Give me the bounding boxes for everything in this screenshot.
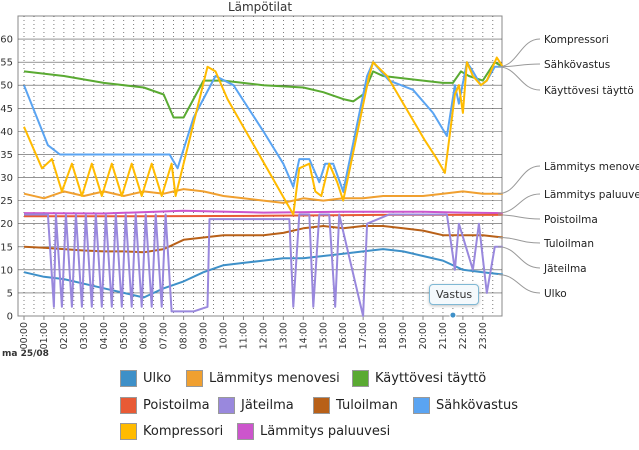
x-tick-label: 03:00 — [79, 322, 90, 349]
x-tick-label: 22:00 — [458, 322, 469, 349]
x-tick-label: 10:00 — [219, 322, 230, 349]
x-tick-label: 15:00 — [318, 322, 329, 349]
legend-swatch — [120, 423, 137, 440]
y-tick-label: 25 — [0, 196, 13, 207]
chart-axes: 0 5 10 15 20 25 30 35 40 45 50 55 60 00:00 01:00 02:00 0… — [0, 35, 489, 350]
series-end-label: Ulko — [544, 288, 567, 300]
legend-label: Ulko — [143, 371, 172, 386]
label-leader-line — [497, 193, 541, 214]
legend-swatch — [352, 370, 369, 387]
label-leader-line — [497, 63, 541, 68]
y-tick-label: 35 — [0, 150, 13, 161]
x-tick-label: 09:00 — [199, 322, 210, 349]
temperature-chart: Lämpötilat 0 5 10 15 20 25 30 35 40 45 50 55 60 00:00… — [0, 0, 639, 359]
series-end-label: Sähkövastus — [544, 59, 610, 71]
x-tick-label: 21:00 — [438, 322, 449, 349]
x-tick-label: 05:00 — [119, 322, 130, 349]
legend-item[interactable]: Kompressori — [120, 423, 223, 440]
y-tick-label: 20 — [0, 219, 13, 230]
series-end-label: Käyttövesi täyttö — [544, 85, 634, 97]
legend-label: Lämmitys paluuvesi — [260, 424, 391, 439]
label-leader-line — [497, 274, 541, 294]
chart-series — [23, 56, 504, 319]
y-tick-label: 40 — [0, 127, 13, 138]
x-tick-label: 07:00 — [159, 322, 170, 349]
y-tick-label: 10 — [0, 265, 13, 276]
series-line-jäteilma — [24, 213, 503, 317]
label-leader-line — [497, 214, 541, 220]
series-line-lämmitys-paluuvesi — [23, 209, 503, 215]
series-end-label: Lämmitys menovesi — [544, 161, 639, 173]
x-tick-label: 23:00 — [478, 322, 489, 349]
y-tick-label: 45 — [0, 104, 13, 115]
legend-item[interactable]: Lämmitys menovesi — [186, 370, 340, 387]
series-line-ulko — [23, 248, 503, 299]
legend-item[interactable]: Sähkövastus — [413, 397, 518, 414]
legend-label: Poistoilma — [143, 398, 210, 413]
legend-item[interactable]: Poistoilma — [120, 397, 210, 414]
label-leader-line — [497, 38, 541, 68]
y-tick-label: 15 — [0, 242, 13, 253]
x-tick-label: 00:00 — [19, 322, 30, 349]
legend-swatch — [413, 397, 430, 414]
legend-swatch — [120, 370, 137, 387]
legend-swatch — [237, 423, 254, 440]
series-line-kompressori — [23, 56, 504, 216]
legend-item[interactable]: Ulko — [120, 370, 171, 387]
legend-swatch — [313, 397, 330, 414]
y-tick-label: 30 — [0, 173, 13, 184]
series-end-label: Lämmitys paluuvesi — [544, 189, 639, 201]
legend-label: Sähkövastus — [436, 398, 519, 413]
x-tick-label: 19:00 — [398, 322, 409, 349]
date-label: ma 25/08 — [2, 349, 49, 359]
x-tick-label: 01:00 — [39, 322, 50, 349]
legend-swatch — [218, 397, 235, 414]
legend-swatch — [120, 397, 137, 414]
y-tick-label: 50 — [0, 81, 13, 92]
x-tick-label: 04:00 — [99, 322, 110, 349]
legend-item[interactable]: Jäteilma — [218, 397, 294, 414]
x-tick-label: 06:00 — [139, 322, 150, 349]
y-tick-label: 60 — [0, 35, 13, 46]
x-tick-label: 17:00 — [358, 322, 369, 349]
label-leader-line — [497, 246, 541, 269]
legend-label: Kompressori — [143, 424, 224, 439]
series-right-labels: Kompressori Sähkövastus Käyttövesi täyttö L… — [497, 34, 639, 300]
series-tooltip: Vastus — [429, 284, 480, 305]
legend-label: Tuloilman — [336, 398, 398, 413]
series-end-label: Kompressori — [544, 34, 609, 46]
legend-label: Käyttövesi täyttö — [375, 371, 487, 386]
x-tick-label: 08:00 — [179, 322, 190, 349]
x-tick-label: 20:00 — [418, 322, 429, 349]
chart-title: Lämpötilat — [228, 0, 292, 14]
tooltip-marker — [449, 311, 457, 319]
label-leader-line — [497, 237, 541, 244]
x-tick-label: 11:00 — [238, 322, 249, 349]
series-end-label: Tuloilman — [543, 238, 594, 250]
y-tick-label: 55 — [0, 58, 13, 69]
chart-grid — [17, 15, 503, 317]
label-leader-line — [497, 165, 541, 195]
series-line-käyttövesi-täyttö — [23, 61, 504, 119]
x-tick-label: 02:00 — [59, 322, 70, 349]
x-tick-label: 14:00 — [298, 322, 309, 349]
x-tick-label: 16:00 — [338, 322, 349, 349]
y-tick-label: 0 — [7, 312, 13, 323]
label-leader-line — [497, 66, 541, 91]
legend-swatch — [186, 370, 203, 387]
y-tick-label: 5 — [7, 288, 13, 299]
legend-item[interactable]: Tuloilman — [313, 397, 398, 414]
x-tick-label: 12:00 — [258, 322, 269, 349]
series-end-label: Poistoilma — [544, 214, 598, 226]
x-tick-label: 18:00 — [378, 322, 389, 349]
x-tick-label: 13:00 — [278, 322, 289, 349]
plot-frame — [17, 15, 503, 317]
legend-label: Jäteilma — [241, 398, 294, 413]
legend-label: Lämmitys menovesi — [209, 371, 340, 386]
legend-item[interactable]: Lämmitys paluuvesi — [237, 423, 390, 440]
series-end-label: Jäteilma — [543, 263, 587, 275]
legend-item[interactable]: Käyttövesi täyttö — [352, 370, 486, 387]
